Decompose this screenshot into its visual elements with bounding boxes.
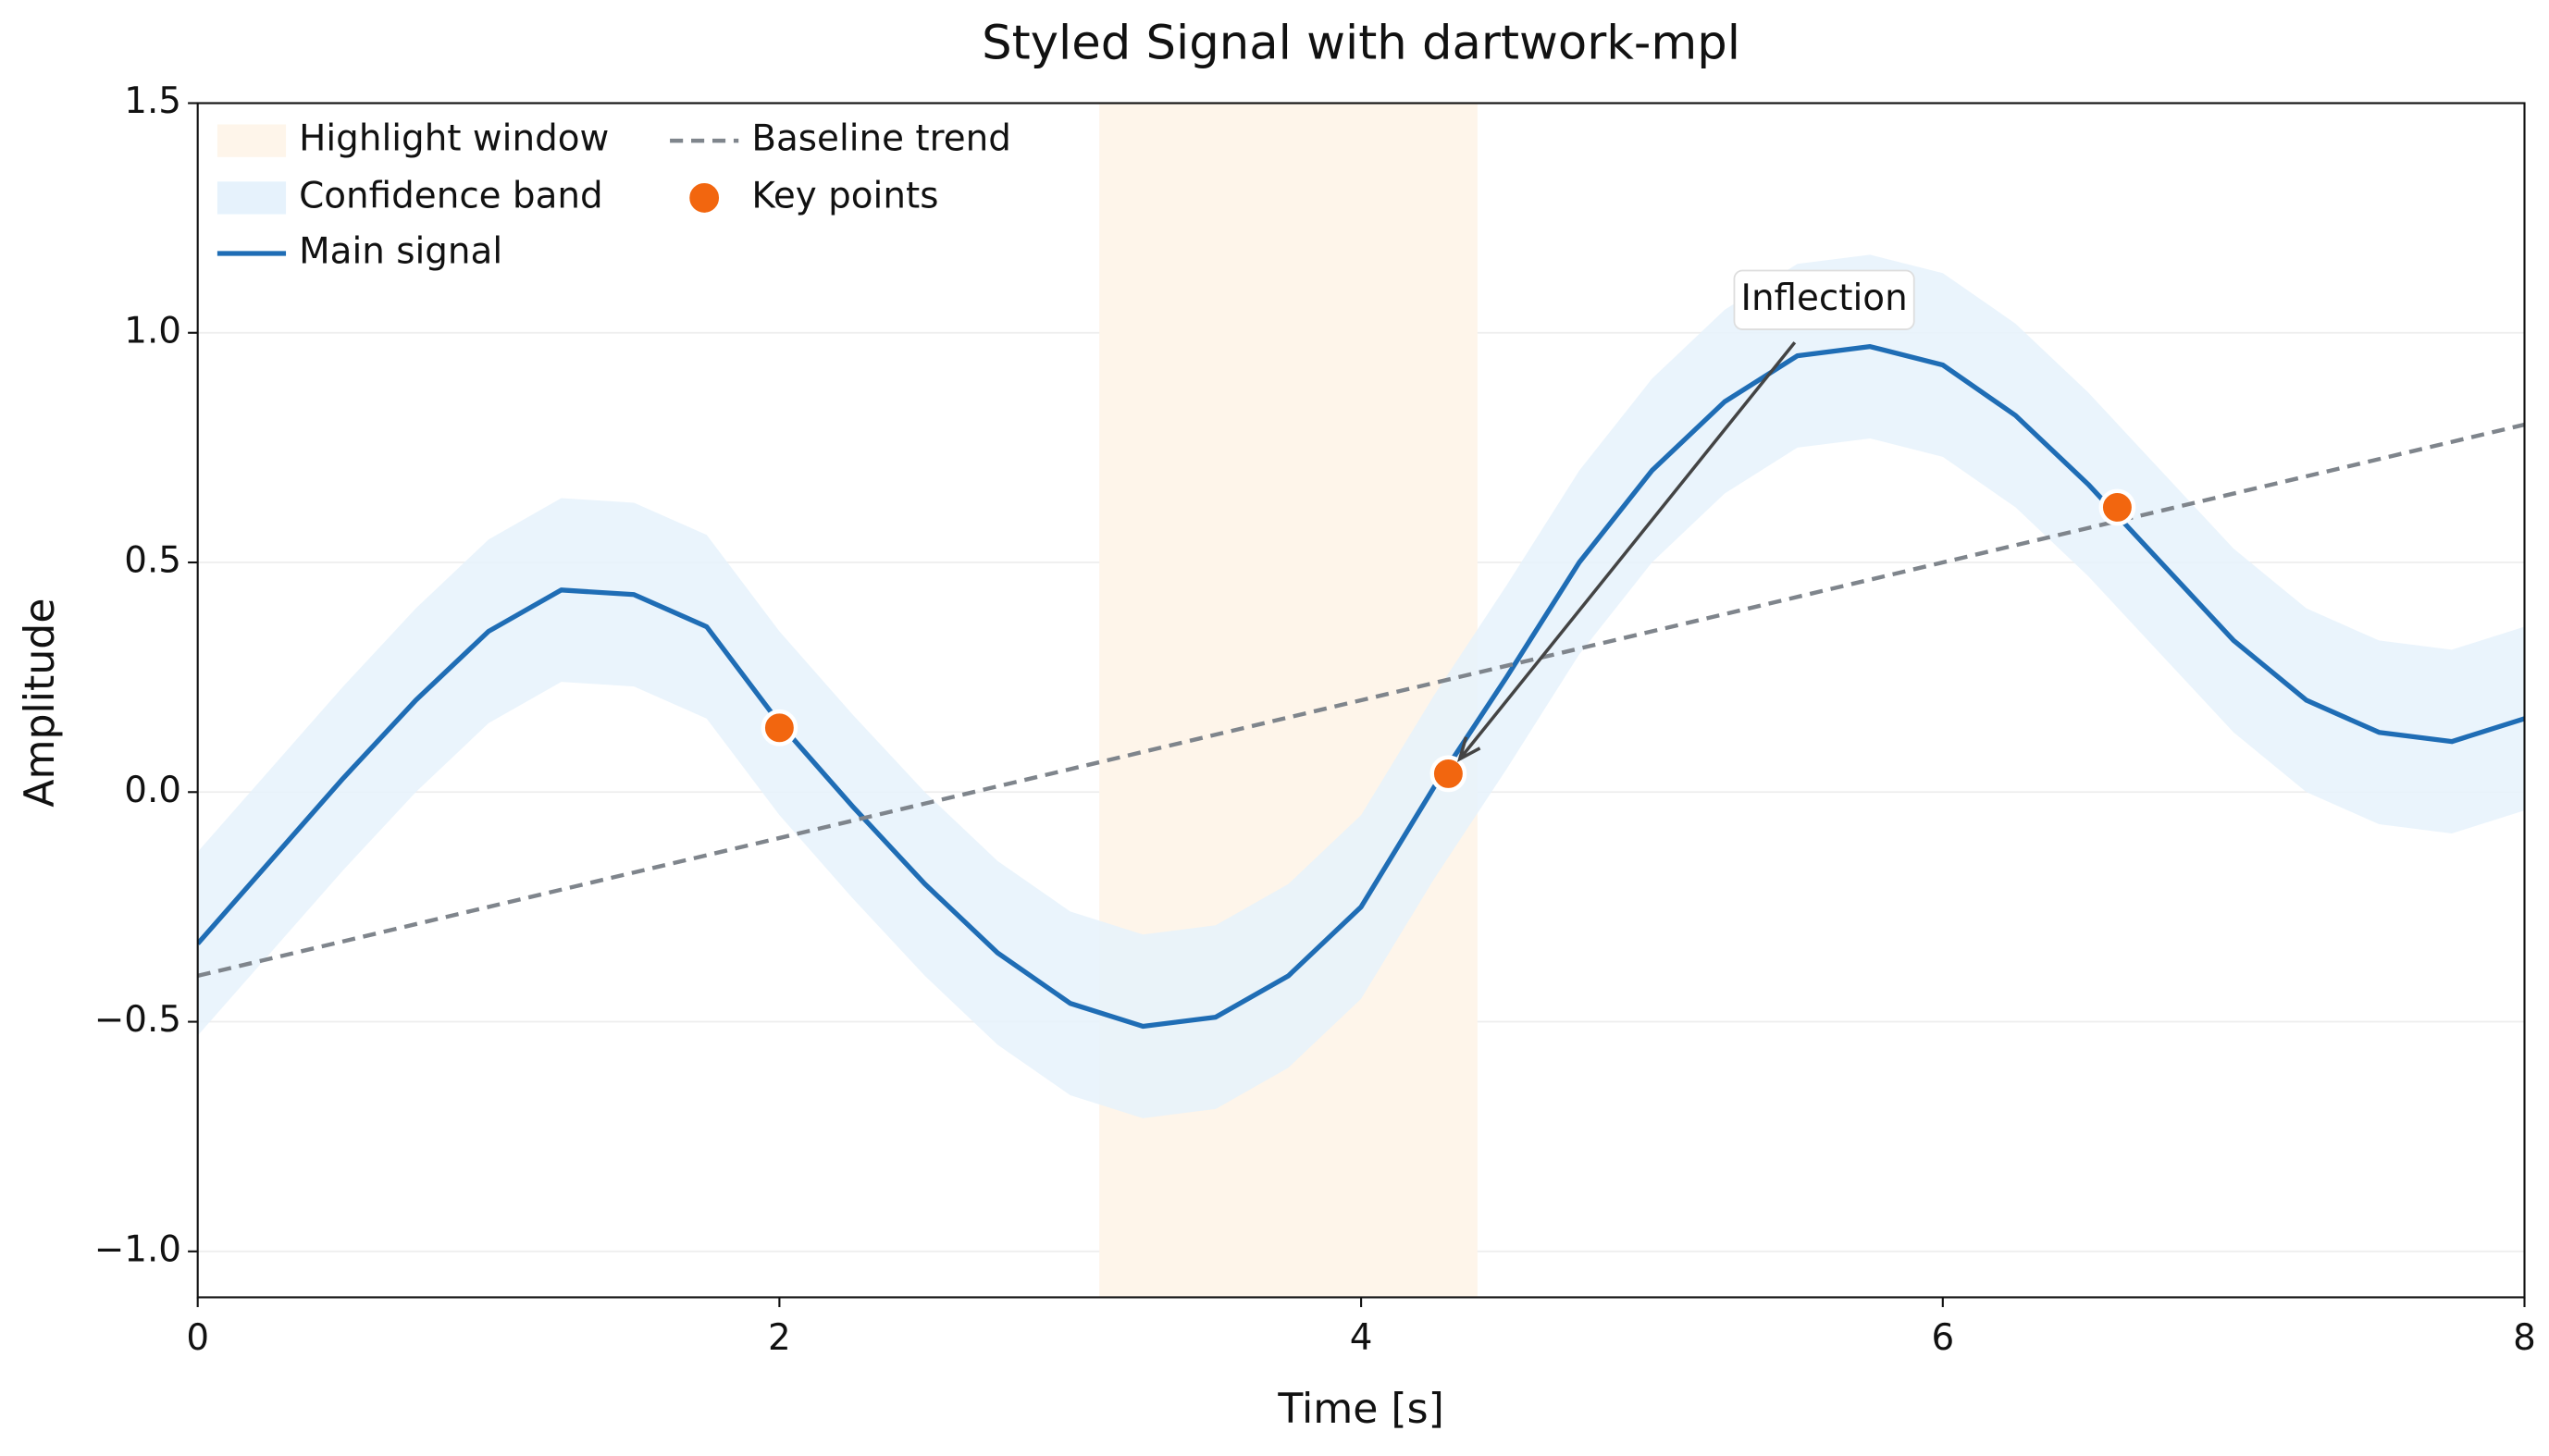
x-tick-label: 2 bbox=[768, 1317, 791, 1359]
legend-label: Key points bbox=[751, 175, 938, 216]
x-axis-label: Time [s] bbox=[1277, 1386, 1444, 1433]
signal-line bbox=[197, 344, 2525, 1030]
legend-swatch bbox=[686, 179, 723, 216]
key-point bbox=[2098, 488, 2136, 526]
y-tick-label: 0.5 bbox=[124, 540, 181, 582]
annotation-text: Inflection bbox=[1740, 278, 1907, 319]
highlight-span bbox=[1099, 103, 1478, 1298]
key-point bbox=[1429, 755, 1467, 793]
axes-frame bbox=[196, 102, 2526, 1299]
chart-title: Styled Signal with dartwork-mpl bbox=[982, 16, 1740, 71]
x-tick-label: 4 bbox=[1350, 1317, 1373, 1359]
y-tick-label: −0.5 bbox=[94, 999, 181, 1041]
y-tick-label: 1.5 bbox=[124, 80, 181, 122]
x-tick-label: 8 bbox=[2513, 1317, 2536, 1359]
annotation-arrowhead bbox=[1456, 736, 1481, 763]
legend-label: Highlight window bbox=[299, 118, 609, 160]
legend-label: Baseline trend bbox=[751, 118, 1011, 160]
y-tick-label: −1.0 bbox=[94, 1228, 181, 1270]
annotation-arrow bbox=[1458, 341, 1797, 760]
y-tick-label: 0.0 bbox=[124, 770, 181, 811]
y-axis-label: Amplitude bbox=[17, 598, 64, 808]
legend-label: Confidence band bbox=[299, 175, 602, 216]
key-point bbox=[761, 709, 798, 747]
y-tick-label: 1.0 bbox=[124, 310, 181, 352]
trend-line bbox=[197, 422, 2525, 979]
legend-swatch bbox=[217, 181, 287, 215]
annotation-box bbox=[1733, 269, 1915, 330]
legend-label: Main signal bbox=[299, 230, 502, 272]
legend-swatch bbox=[217, 124, 287, 157]
confidence-band bbox=[197, 254, 2525, 1118]
x-tick-label: 0 bbox=[186, 1317, 209, 1359]
x-tick-label: 6 bbox=[1931, 1317, 1954, 1359]
plot-area bbox=[197, 103, 2525, 1298]
